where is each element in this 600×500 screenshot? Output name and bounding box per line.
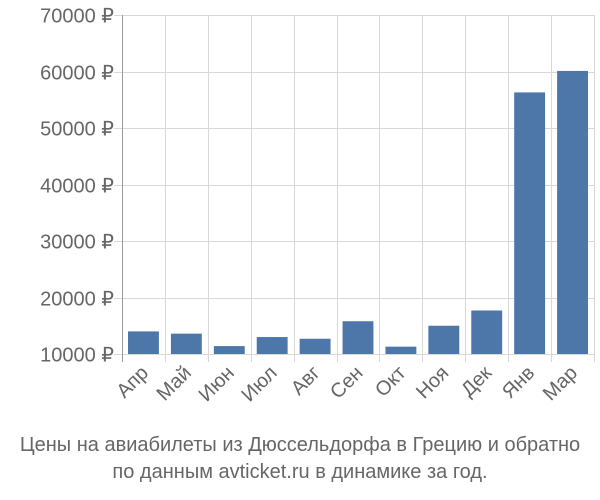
chart-caption-line-1: Цены на авиабилеты из Дюссельдорфа в Гре… [19,434,581,456]
x-tick-label: Сен [326,362,367,403]
grid-lines [114,15,595,362]
x-tick-label: Июл [237,362,281,406]
x-tick-label: Дек [457,362,496,401]
y-tick-label: 50000 ₽ [40,119,114,141]
bar-Сен [342,321,374,354]
bar-Июл [256,337,288,354]
x-tick-label: Янв [498,362,539,403]
x-tick-label: Авг [287,362,325,400]
y-tick-label: 40000 ₽ [40,176,114,198]
bar-Янв [514,92,546,354]
bar-Апр [128,331,159,354]
y-tick-label: 60000 ₽ [40,63,114,85]
x-tick-label: Окт [371,362,410,401]
x-tick-label: Июн [195,362,239,406]
y-tick-label: 70000 ₽ [40,6,114,28]
y-axis: 10000 ₽ 20000 ₽ 30000 ₽ 40000 ₽ 50000 ₽ 60000… [40,6,123,367]
bar-Окт [385,346,417,354]
bar-Дек [471,310,503,354]
bar-Июн [213,346,245,354]
bar-Мар [557,70,588,354]
bar-Авг [299,338,331,354]
x-tick-label: Мар [539,362,582,405]
bars [128,70,588,354]
y-tick-label: 10000 ₽ [40,345,114,367]
price-bar-chart: 10000 ₽ 20000 ₽ 30000 ₽ 40000 ₽ 50000 ₽ 60000… [40,6,595,406]
x-tick-label: Ноя [412,362,453,403]
x-tick-label: Май [153,362,196,405]
bar-Май [170,333,202,354]
chart-caption-line-2: по данным avticket.ru в динамике за год. [112,461,488,483]
y-tick-label: 30000 ₽ [40,232,114,254]
bar-Ноя [428,325,460,354]
x-tick-label: Апр [112,362,153,403]
y-tick-label: 20000 ₽ [40,289,114,311]
